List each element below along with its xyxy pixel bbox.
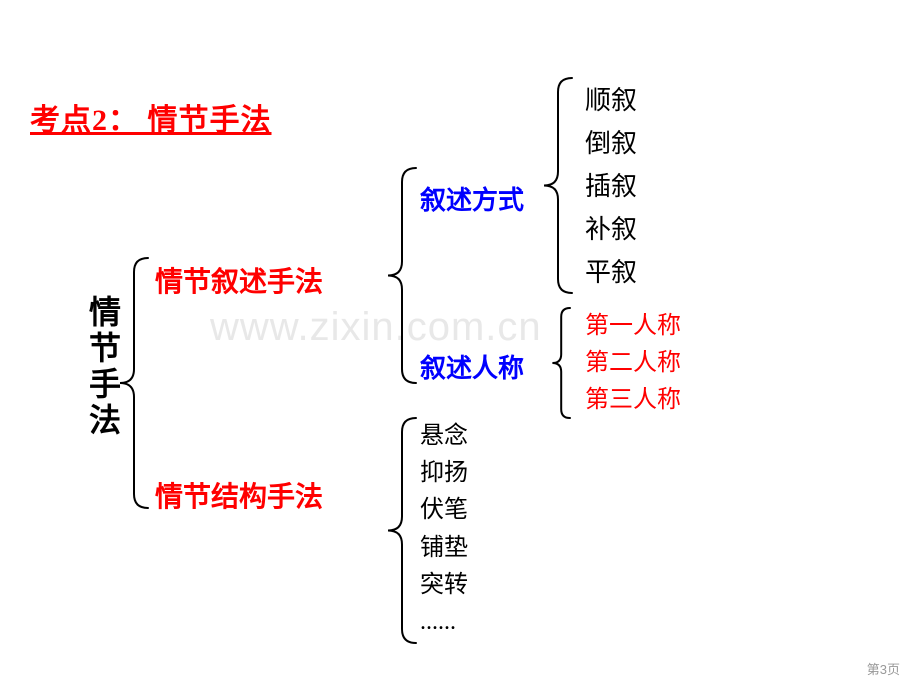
level1-structure-technique: 情节结构手法 bbox=[155, 475, 323, 515]
leaf-item: 抑扬 bbox=[420, 455, 468, 492]
brace-icon bbox=[392, 168, 416, 383]
leaf-item: 顺叙 bbox=[585, 80, 637, 123]
level1-narrative-technique: 情节叙述手法 bbox=[155, 260, 323, 300]
watermark: www.zixin.com.cn bbox=[210, 305, 542, 350]
page-number: 第3页 bbox=[867, 659, 900, 678]
level2-narrative-person: 叙述人称 bbox=[420, 348, 524, 385]
brace-icon bbox=[120, 258, 148, 508]
leaf-item: 补叙 bbox=[585, 209, 637, 252]
leaves-narrative-modes: 顺叙 倒叙 插叙 补叙 平叙 bbox=[585, 80, 637, 294]
brace-icon bbox=[548, 78, 572, 293]
leaf-item: 倒叙 bbox=[585, 123, 637, 166]
leaf-item: 第二人称 bbox=[585, 345, 681, 382]
leaf-item: 伏笔 bbox=[420, 492, 468, 529]
leaf-item: 突转 bbox=[420, 567, 468, 604]
leaf-item: ...... bbox=[420, 604, 468, 641]
level2-narrative-mode: 叙述方式 bbox=[420, 180, 524, 217]
leaves-narrative-persons: 第一人称 第二人称 第三人称 bbox=[585, 308, 681, 420]
leaf-item: 铺垫 bbox=[420, 530, 468, 567]
brace-icon bbox=[548, 308, 570, 418]
leaf-item: 插叙 bbox=[585, 166, 637, 209]
leaf-item: 平叙 bbox=[585, 252, 637, 295]
leaf-item: 第三人称 bbox=[585, 382, 681, 419]
brace-icon bbox=[392, 418, 416, 643]
leaf-item: 悬念 bbox=[420, 418, 468, 455]
leaf-item: 第一人称 bbox=[585, 308, 681, 345]
leaves-structure-items: 悬念 抑扬 伏笔 铺垫 突转 ...... bbox=[420, 418, 468, 641]
page-title: 考点2： 情节手法 bbox=[30, 95, 272, 139]
